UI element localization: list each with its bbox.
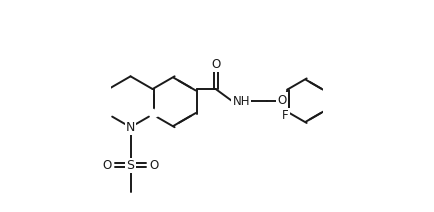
Text: F: F (283, 109, 289, 122)
Text: O: O (278, 93, 287, 107)
Text: N: N (126, 121, 135, 134)
Text: O: O (150, 159, 159, 172)
Text: O: O (102, 159, 112, 172)
Text: NH: NH (233, 95, 250, 108)
Text: O: O (211, 57, 220, 71)
Text: S: S (127, 159, 135, 172)
